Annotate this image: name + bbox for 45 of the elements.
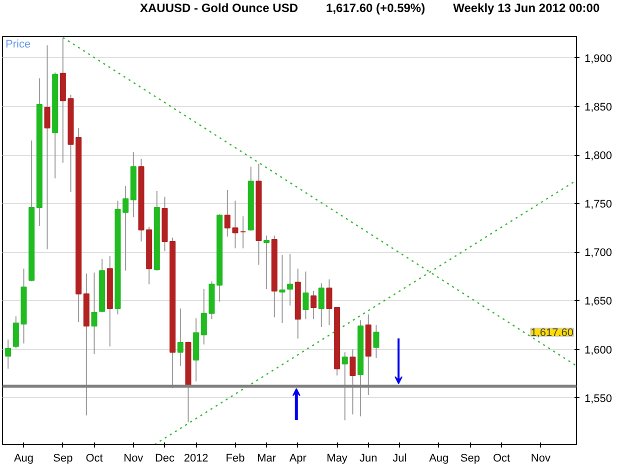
x-tick-label: Sep — [53, 452, 73, 464]
y-tick-label: 1,650 — [584, 296, 612, 308]
x-tick-label: Aug — [14, 452, 34, 464]
candlestick — [240, 216, 246, 249]
candlestick — [279, 254, 286, 324]
candlestick — [177, 308, 184, 366]
candlestick — [350, 348, 356, 415]
x-tick-label: Oct — [86, 452, 103, 464]
x-tick-label: Dec — [154, 452, 176, 464]
x-tick-label: Sep — [460, 452, 480, 464]
x-tick-label: Mar — [257, 452, 276, 464]
candlestick — [44, 44, 50, 250]
x-tick-label: 2012 — [184, 452, 208, 464]
y-tick-label: 1,750 — [584, 198, 612, 211]
x-tick-label: Feb — [226, 452, 245, 464]
candlestick — [302, 271, 309, 320]
chart-subtitle: 1,617.60 (+0.59%) — [326, 1, 426, 15]
x-tick-label: Apr — [289, 452, 307, 464]
x-tick-label: Jun — [360, 452, 378, 464]
x-tick-label: Oct — [492, 452, 510, 464]
candlestick — [91, 272, 98, 355]
candlestick — [232, 200, 238, 249]
x-tick-label: May — [326, 452, 348, 464]
x-tick-label: Jul — [392, 452, 407, 464]
candlestick — [318, 282, 324, 328]
candlestick — [373, 324, 380, 359]
y-tick-label: 1,550 — [584, 392, 612, 405]
x-tick-label: Nov — [124, 452, 144, 464]
chart-title: XAUUSD - Gold Ounce USD — [140, 1, 298, 15]
y-tick-label: 1,800 — [584, 150, 612, 162]
candlestick — [342, 352, 348, 421]
text: Weekly 13 Jun 2012 00:00 — [453, 1, 600, 15]
candlestick — [224, 189, 230, 238]
y-tick-label: 1,900 — [584, 52, 612, 65]
y-axis-title: Price — [6, 38, 31, 50]
y-tick-label: 1,600 — [584, 344, 612, 356]
y-tick-label: 1,700 — [584, 247, 612, 260]
candlestick — [310, 290, 317, 320]
candlestick — [326, 278, 332, 326]
x-tick-label: Aug — [429, 452, 449, 464]
candlestick — [5, 339, 12, 370]
y-tick-label: 1,850 — [584, 101, 612, 114]
candlestick — [264, 235, 270, 290]
x-tick-label: Nov — [530, 452, 551, 464]
candlestick — [287, 254, 294, 306]
